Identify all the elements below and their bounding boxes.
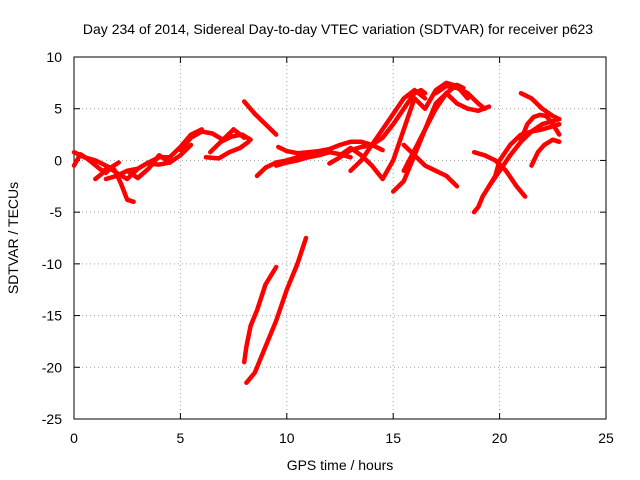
y-tick-label: 10	[46, 49, 62, 65]
plot-frame	[73, 56, 607, 420]
series-arc-14	[273, 149, 353, 168]
series-arc-27	[518, 112, 562, 142]
y-tick-label: 0	[54, 152, 62, 168]
x-tick-label: 0	[70, 430, 78, 446]
x-tick-label: 5	[177, 430, 185, 446]
series-arc-10	[241, 99, 279, 137]
series-arc-21	[401, 82, 466, 174]
series-arc-3	[93, 164, 136, 205]
series-arc-17	[337, 96, 417, 182]
y-tick-label: 5	[54, 101, 62, 117]
y-tick-label: -10	[42, 256, 62, 272]
y-tick-label: -20	[42, 359, 62, 375]
chart-title: Day 234 of 2014, Sidereal Day-to-day VTE…	[83, 21, 593, 37]
series-arc-23	[433, 83, 487, 111]
gridlines	[74, 57, 606, 419]
series-arc-28	[518, 90, 562, 122]
series-arc-24	[471, 121, 562, 215]
series-arc-4	[103, 127, 204, 182]
x-axis-label: GPS time / hours	[287, 457, 394, 473]
series-arc-8	[203, 139, 251, 161]
series-arc-22	[401, 142, 460, 189]
series-arc-5	[124, 153, 173, 181]
y-tick-label: -25	[42, 411, 62, 427]
axis-ticks: 0 5 10 15 20 25 -25 -20 -15 -10 -5 0 5 10	[42, 49, 614, 446]
series-arc-19	[390, 90, 492, 194]
series-arc-12	[244, 235, 309, 386]
y-tick-label: -15	[42, 308, 62, 324]
series-arc-6	[146, 142, 194, 167]
x-tick-label: 10	[279, 430, 295, 446]
series-arc-15	[276, 139, 385, 156]
y-axis-label: SDTVAR / TECUs	[5, 182, 21, 294]
series-arc-7	[178, 127, 247, 153]
series-arc-29	[529, 137, 562, 168]
series-arc-11	[241, 264, 279, 365]
x-tick-label: 15	[385, 430, 401, 446]
series-arc-9	[207, 132, 253, 155]
data-series	[71, 80, 562, 386]
series-arc-18	[348, 87, 428, 174]
x-tick-label: 25	[598, 430, 614, 446]
y-tick-label: -5	[50, 204, 63, 220]
x-tick-label: 20	[492, 430, 508, 446]
